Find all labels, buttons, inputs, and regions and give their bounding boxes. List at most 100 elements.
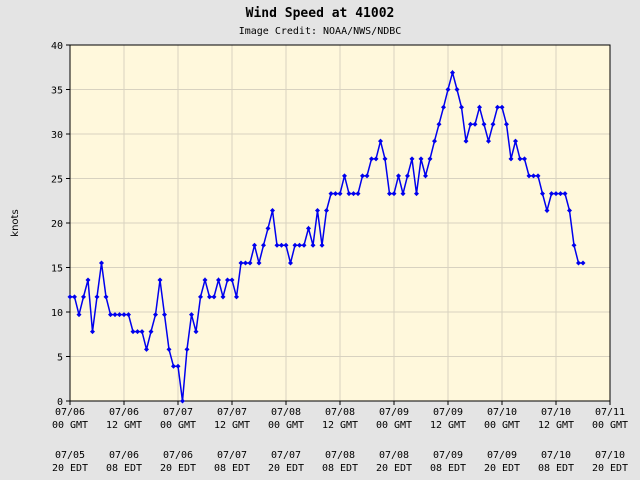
data-point	[540, 191, 545, 197]
data-point	[405, 173, 410, 179]
data-point	[432, 138, 437, 144]
data-point	[67, 294, 73, 300]
data-point	[166, 346, 172, 352]
data-point	[252, 242, 257, 248]
data-point	[85, 277, 91, 283]
x-tick-label: 07/10 12 GMT	[538, 407, 574, 431]
x-tick-local-label: 07/09 20 EDT	[484, 450, 520, 474]
data-point	[99, 260, 104, 266]
data-point	[477, 104, 482, 110]
data-point	[171, 363, 176, 369]
y-axis-label: knots	[10, 209, 21, 236]
data-point	[423, 173, 428, 179]
x-tick-local-label: 07/05 20 EDT	[52, 450, 88, 474]
data-point	[144, 346, 149, 352]
data-point	[472, 121, 478, 127]
data-point	[553, 191, 559, 197]
y-tick-label: 0	[57, 397, 63, 408]
data-point	[409, 156, 415, 162]
data-point	[396, 173, 401, 179]
data-point	[103, 294, 109, 300]
data-point	[324, 208, 329, 214]
data-point	[94, 294, 100, 300]
data-point	[90, 329, 95, 335]
data-point	[126, 312, 131, 318]
x-tick-label: 07/09 12 GMT	[430, 407, 466, 431]
y-tick-label: 10	[51, 308, 63, 319]
data-point	[216, 277, 221, 283]
data-point	[117, 312, 122, 318]
x-tick-local-label: 07/08 20 EDT	[376, 450, 412, 474]
data-point	[261, 242, 266, 248]
data-point	[445, 87, 451, 92]
data-point	[333, 191, 338, 197]
data-point	[346, 191, 352, 197]
data-point	[153, 312, 158, 318]
data-point	[337, 191, 343, 197]
data-point	[220, 294, 226, 300]
data-point	[279, 242, 284, 248]
data-point	[535, 173, 541, 179]
data-point	[486, 138, 491, 144]
x-tick-label: 07/09 00 GMT	[376, 407, 412, 431]
x-tick-label: 07/11 00 GMT	[592, 407, 628, 431]
data-point	[202, 277, 208, 283]
data-point	[400, 191, 406, 197]
data-point	[315, 208, 320, 214]
data-point	[189, 312, 194, 318]
data-point	[364, 173, 370, 179]
data-point	[184, 346, 190, 352]
chart-title: Wind Speed at 41002	[246, 6, 395, 21]
y-tick-label: 15	[51, 264, 63, 275]
data-point	[238, 260, 244, 266]
data-point	[378, 138, 383, 144]
data-point	[549, 191, 554, 197]
data-point	[360, 173, 365, 179]
data-point	[382, 156, 388, 162]
data-point	[490, 121, 496, 127]
y-tick-label: 5	[57, 353, 63, 364]
data-point	[580, 260, 586, 266]
data-point	[112, 312, 118, 318]
x-tick-local-label: 07/06 20 EDT	[160, 450, 196, 474]
data-point	[567, 208, 572, 214]
data-point	[180, 398, 185, 404]
data-point	[513, 138, 518, 144]
x-tick-local-label: 07/10 20 EDT	[592, 450, 628, 474]
data-point	[81, 294, 86, 300]
data-point	[283, 242, 289, 248]
data-point	[76, 312, 82, 318]
x-tick-label: 07/06 00 GMT	[52, 407, 88, 431]
x-tick-label: 07/10 00 GMT	[484, 407, 520, 431]
data-point	[391, 191, 397, 197]
data-point	[121, 312, 127, 318]
data-point	[441, 104, 446, 110]
data-point	[468, 121, 473, 127]
data-point	[175, 363, 181, 369]
data-point	[342, 173, 347, 179]
data-point	[387, 191, 392, 197]
data-point	[526, 173, 532, 179]
data-point	[229, 277, 235, 283]
data-point	[481, 121, 487, 127]
y-tick-label: 25	[51, 175, 63, 186]
data-point	[351, 191, 356, 197]
data-point	[522, 156, 527, 162]
data-point	[499, 104, 505, 110]
data-point	[301, 242, 307, 248]
data-point	[495, 104, 500, 110]
data-point	[288, 260, 293, 266]
data-point	[148, 329, 154, 335]
data-point	[562, 191, 568, 197]
data-point	[292, 242, 298, 248]
data-point	[531, 173, 536, 179]
x-tick-label: 07/06 12 GMT	[106, 407, 142, 431]
data-point	[270, 208, 275, 214]
data-point	[265, 225, 271, 231]
data-point	[436, 121, 442, 127]
data-point	[558, 191, 563, 197]
data-point	[207, 294, 212, 300]
y-tick-label: 35	[51, 86, 63, 97]
y-tick-label: 20	[51, 219, 63, 230]
